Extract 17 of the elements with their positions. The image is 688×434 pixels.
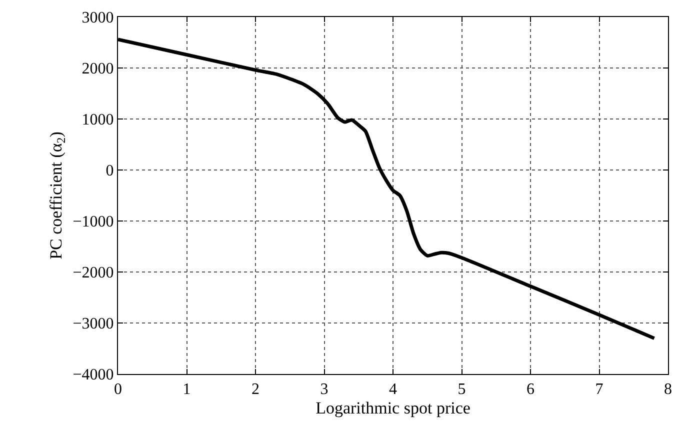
x-tick-label: 1 (182, 381, 191, 398)
x-tick-label: 7 (595, 381, 604, 398)
y-tick-label: −1000 (72, 214, 114, 231)
y-tick-label: 1000 (82, 112, 114, 129)
y-tick-label: −3000 (72, 316, 114, 333)
y-tick-label: 0 (106, 162, 114, 180)
y-tick-label: −4000 (72, 366, 114, 384)
x-tick-label: 2 (252, 381, 260, 398)
x-tick-label: 8 (664, 381, 672, 398)
x-tick-label: 3 (320, 381, 328, 398)
y-tick-label: 2000 (82, 60, 114, 78)
x-tick-label: 6 (526, 381, 534, 398)
y-tick-label: 3000 (82, 10, 114, 27)
y-tick-label: −2000 (72, 264, 114, 282)
x-tick-label: 4 (389, 381, 397, 398)
x-tick-label: 5 (458, 381, 466, 398)
x-axis-title: Logarithmic spot price (316, 398, 470, 418)
